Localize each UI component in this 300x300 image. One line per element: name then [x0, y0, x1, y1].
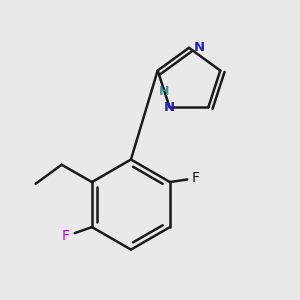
Text: H: H: [158, 85, 169, 98]
Text: F: F: [62, 229, 70, 243]
Text: N: N: [194, 41, 205, 54]
Text: F: F: [192, 171, 200, 185]
Text: N: N: [164, 101, 175, 114]
